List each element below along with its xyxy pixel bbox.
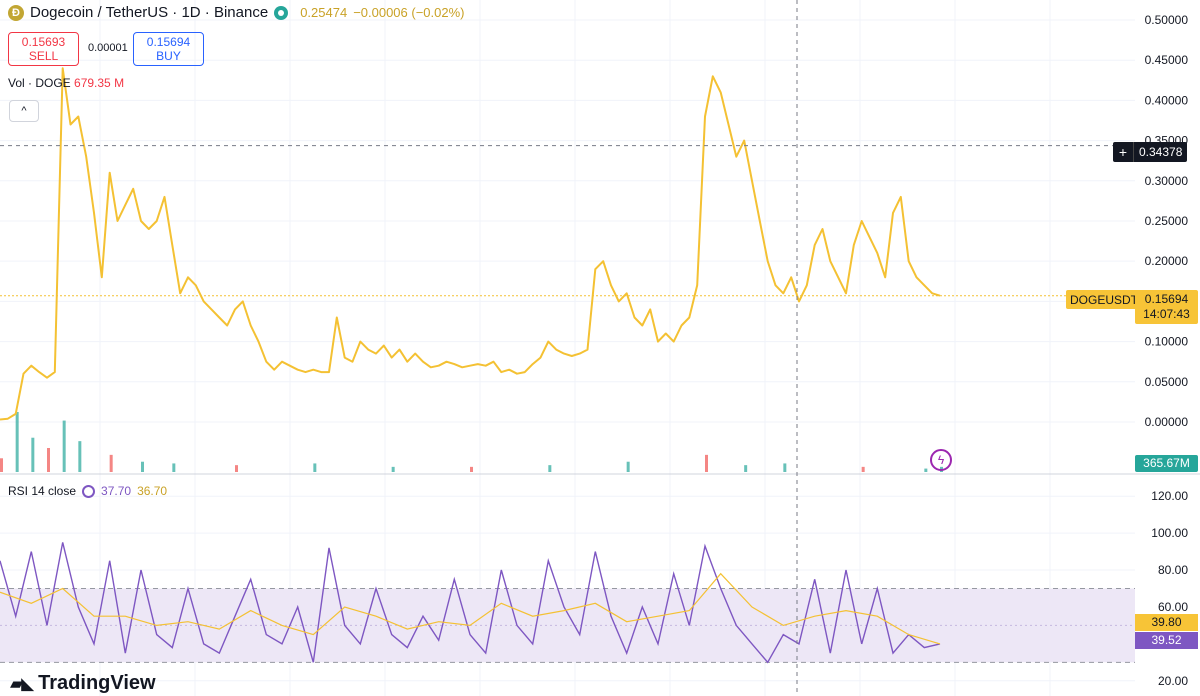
volume-bar xyxy=(924,468,928,472)
last-price-tag: 0.15694 14:07:43 xyxy=(1135,290,1198,324)
rsi-value: 37.70 xyxy=(101,484,132,498)
volume-bar xyxy=(109,454,113,472)
lightning-icon[interactable]: ϟ xyxy=(930,449,952,471)
price-tick-label: 0.05000 xyxy=(1145,375,1189,389)
logo-text: TradingView xyxy=(38,672,156,694)
sell-price: 0.15693 xyxy=(21,35,66,49)
price-tick-label: 0.40000 xyxy=(1145,93,1189,107)
sell-button[interactable]: 0.15693 SELL xyxy=(8,32,79,66)
symbol-title[interactable]: Dogecoin / TetherUS · 1D · Binance xyxy=(30,4,269,21)
sell-label: SELL xyxy=(28,49,59,63)
volume-bar xyxy=(861,466,865,472)
price-series xyxy=(0,67,1135,421)
price-tick-label: 0.30000 xyxy=(1145,174,1189,188)
price-tick-label: 0.50000 xyxy=(1145,13,1189,27)
collapse-legend-button[interactable]: ^ xyxy=(9,100,39,122)
rsi-line xyxy=(0,542,941,664)
rsi-tag: 39.52 xyxy=(1135,632,1198,649)
volume-legend[interactable]: Vol · DOGE 679.35 M xyxy=(8,76,124,90)
volume-bar xyxy=(0,458,3,472)
chevron-up-icon: ^ xyxy=(21,105,27,117)
volume-title: Vol · DOGE xyxy=(8,76,71,90)
bar-countdown: 14:07:43 xyxy=(1143,307,1190,321)
header-price: 0.25474 xyxy=(300,5,348,20)
crosshair xyxy=(0,0,1113,696)
price-tick-label: 0.25000 xyxy=(1145,214,1189,228)
volume-bar xyxy=(31,437,35,472)
volume-bar xyxy=(783,463,787,472)
crosshair-price-tag[interactable]: + 0.34378 xyxy=(1113,142,1188,162)
volume-bars xyxy=(0,412,943,472)
last-price: 0.15694 xyxy=(1144,292,1189,306)
rsi-indicator-icon xyxy=(82,484,96,498)
volume-bar xyxy=(78,441,82,472)
price-tick-label: 0.10000 xyxy=(1145,335,1189,349)
rsi-legend[interactable]: RSI 14 close 37.70 36.70 xyxy=(8,484,167,498)
rsi-tick-label: 120.00 xyxy=(1151,489,1188,503)
rsi-tick-label: 80.00 xyxy=(1158,563,1188,577)
rsi-tick-label: 60.00 xyxy=(1158,600,1188,614)
buy-button[interactable]: 0.15694 BUY xyxy=(133,32,204,66)
volume-tag: 365.67M xyxy=(1135,455,1198,472)
spread-value: 0.00001 xyxy=(88,42,128,54)
volume-bar xyxy=(470,466,473,472)
price-tick-label: 0.00000 xyxy=(1145,415,1189,429)
price-tick-label: 0.20000 xyxy=(1145,254,1189,268)
tradingview-logo[interactable]: ▰◣ TradingView xyxy=(10,672,156,695)
rsi-tick-label: 20.00 xyxy=(1158,674,1188,688)
volume-bar xyxy=(47,448,50,472)
volume-bar xyxy=(313,463,317,472)
volume-value: 679.35 M xyxy=(74,76,125,90)
axis-ticks: 0.500000.450000.400000.350000.300000.250… xyxy=(1145,13,1189,688)
crosshair-price: 0.34378 xyxy=(1139,145,1183,159)
chart-header: Ð Dogecoin / TetherUS · 1D · Binance 0.2… xyxy=(8,4,465,21)
buy-label: BUY xyxy=(156,49,181,63)
volume-bar xyxy=(626,461,630,472)
rsi-ma-value: 36.70 xyxy=(137,484,168,498)
rsi-title: RSI 14 close xyxy=(8,484,77,498)
rsi-ma-line xyxy=(0,572,941,645)
rsi-series xyxy=(0,542,941,664)
price-line xyxy=(0,67,941,421)
header-change: −0.00006 (−0.02%) xyxy=(353,5,465,20)
add-alert-icon[interactable]: + xyxy=(1113,142,1134,162)
volume-bar xyxy=(62,420,66,472)
volume-bar xyxy=(391,466,395,472)
volume-bar xyxy=(235,465,238,472)
volume-bar xyxy=(172,463,176,472)
volume-bar xyxy=(141,461,144,472)
symbol-tag: DOGEUSDT xyxy=(1066,290,1143,309)
market-open-icon xyxy=(274,5,289,20)
volume-bar xyxy=(15,412,19,472)
volume-bar xyxy=(548,465,552,472)
price-tick-label: 0.45000 xyxy=(1145,53,1189,67)
rsi-band xyxy=(0,588,1135,663)
dogecoin-icon: Ð xyxy=(8,4,24,21)
volume-bar xyxy=(744,465,748,472)
buy-price: 0.15694 xyxy=(146,35,191,49)
rsi-tick-label: 100.00 xyxy=(1151,526,1188,540)
volume-bar xyxy=(705,454,708,472)
tradingview-mark-icon: ▰◣ xyxy=(10,673,34,693)
rsi-ma-tag: 39.80 xyxy=(1135,614,1198,631)
